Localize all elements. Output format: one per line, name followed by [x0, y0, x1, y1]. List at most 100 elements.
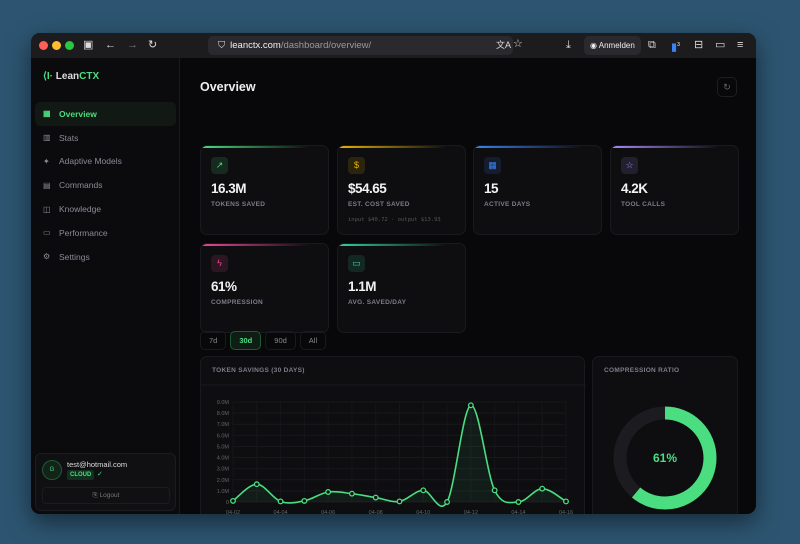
y-tick-label: 8.0M [217, 411, 230, 417]
range-30d[interactable]: 30d [230, 331, 262, 350]
card-accent-bar [201, 146, 309, 148]
sidebar-item-label: Adaptive Models [59, 156, 122, 167]
data-point[interactable] [230, 497, 236, 504]
logo[interactable]: ⟨I· LeanCTX [43, 71, 99, 82]
shield-icon: ⛉ [218, 40, 226, 51]
data-point[interactable] [420, 487, 427, 494]
maximize-window-button[interactable] [65, 41, 74, 50]
sidebar-item-label: Stats [59, 132, 79, 143]
avatar: G [42, 460, 62, 480]
star-icon: ☆ [621, 157, 638, 174]
sidebar-icon[interactable]: ▭ [715, 39, 726, 51]
sidebar: ⟨I· LeanCTX ▦ Overview ▥ Stats ✦ Adaptive M… [31, 58, 180, 514]
y-tick-label: 4.0M [217, 456, 230, 462]
panel-title: COMPRESSION RATIO [604, 367, 680, 374]
calendar-icon: ▦ [484, 157, 501, 174]
address-bar[interactable]: ⛉ leanctx.com/dashboard/overview/ [208, 36, 513, 55]
user-email: test@hotmail.com [67, 460, 128, 469]
sidebar-item-commands[interactable]: ▤ Commands [35, 173, 176, 197]
sparkle-icon: ✦ [43, 156, 50, 166]
data-point[interactable] [515, 499, 522, 505]
bookmark-star-icon[interactable]: ☆ [513, 38, 523, 50]
compression-ratio-panel: COMPRESSION RATIO 61% [592, 356, 738, 514]
stat-value: $54.65 [348, 181, 387, 196]
dollar-icon: $ [348, 157, 365, 174]
range-all[interactable]: All [299, 331, 327, 350]
token-savings-panel: TOKEN SAVINGS (30 DAYS) 0 1.0M 2.0M 3.0M 4.0… [200, 356, 586, 514]
card-accent-bar [201, 244, 309, 246]
menu-icon[interactable]: ≡ [737, 39, 744, 51]
sidebar-item-stats[interactable]: ▥ Stats [35, 126, 176, 150]
reload-icon[interactable]: ↻ [148, 39, 158, 51]
donut-label: 61% [653, 451, 677, 465]
stat-label: COMPRESSION [211, 299, 264, 306]
stat-label: TOKENS SAVED [211, 201, 266, 208]
sidebar-item-label: Performance [59, 227, 108, 238]
data-point[interactable] [444, 499, 451, 505]
data-point[interactable] [325, 489, 332, 495]
y-tick-label: 6.0M [217, 433, 230, 439]
stat-card-cost-saved: $ $54.65 EST. COST SAVED input $40.72 · … [337, 145, 466, 235]
stat-card-tool-calls: ☆ 4.2K TOOL CALLS [610, 145, 739, 235]
data-point[interactable] [277, 498, 284, 505]
stat-card-avg-saved-day: ▭ 1.1M AVG. SAVED/DAY [337, 243, 466, 333]
signin-button[interactable]: ◉ Anmelden [584, 36, 641, 55]
range-7d[interactable]: 7d [200, 331, 227, 350]
x-tick-label: 04-04 [274, 510, 288, 514]
y-tick-label: 5.0M [217, 444, 230, 450]
area-fill [233, 405, 566, 507]
data-point[interactable] [253, 481, 260, 488]
sidebar-toggle-icon[interactable]: ▣ [83, 39, 94, 51]
stat-label: TOOL CALLS [621, 201, 666, 208]
logo-text-accent: CTX [79, 71, 100, 82]
plan-badge: CLOUD [67, 470, 95, 480]
extension-badge: 3 [677, 42, 680, 48]
y-tick-label: 7.0M [217, 422, 230, 428]
data-point[interactable] [396, 498, 403, 505]
forward-icon[interactable]: → [127, 39, 138, 51]
y-tick-label: 2.0M [217, 478, 230, 484]
back-icon[interactable]: ← [105, 39, 116, 51]
data-point[interactable] [301, 497, 308, 504]
stat-label: EST. COST SAVED [348, 201, 410, 208]
minimize-window-button[interactable] [52, 41, 61, 50]
stat-value: 15 [484, 181, 499, 196]
data-point[interactable] [563, 498, 569, 505]
download-icon[interactable]: ⤓ [566, 39, 571, 51]
translate-icon[interactable]: 文A [496, 40, 512, 50]
stat-card-compression: ϟ 61% COMPRESSION [200, 243, 329, 333]
extension-icon[interactable]: ▮3 [671, 41, 680, 54]
close-window-button[interactable] [39, 41, 48, 50]
sidebar-item-label: Commands [59, 180, 103, 191]
sidebar-item-adaptive-models[interactable]: ✦ Adaptive Models [35, 150, 176, 174]
panel-title: TOKEN SAVINGS (30 DAYS) [212, 367, 305, 374]
url-path: /dashboard/overview/ [280, 40, 372, 51]
data-point[interactable] [348, 490, 355, 497]
refresh-button[interactable]: ↻ [717, 77, 737, 97]
check-icon: ✓ [97, 471, 103, 478]
data-point[interactable] [491, 487, 498, 494]
page-title: Overview [200, 80, 256, 94]
stat-label: ACTIVE DAYS [484, 201, 531, 208]
logout-button[interactable]: ⎘ Logout [42, 487, 170, 504]
container-icon[interactable]: ⊟ [694, 39, 704, 51]
stat-card-active-days: ▦ 15 ACTIVE DAYS [473, 145, 602, 235]
sidebar-item-label: Knowledge [59, 204, 102, 215]
savings-line [232, 404, 567, 507]
data-point[interactable] [539, 485, 546, 492]
range-90d[interactable]: 90d [265, 331, 296, 350]
main-content: Overview ↻ ↗ 16.3M TOKENS SAVED $ $54.65… [181, 58, 756, 514]
x-tick-label: 04-16 [559, 510, 573, 514]
url-host: leanctx.com [230, 40, 281, 51]
sidebar-item-overview[interactable]: ▦ Overview [35, 102, 176, 126]
stat-value: 61% [211, 279, 237, 294]
y-tick-label: 0 [226, 500, 229, 506]
stat-label: AVG. SAVED/DAY [348, 299, 407, 306]
sidebar-item-settings[interactable]: ⚙ Settings [35, 245, 176, 269]
data-point[interactable] [467, 402, 474, 409]
sidebar-item-knowledge[interactable]: ◫ Knowledge [35, 197, 176, 221]
sidebar-item-performance[interactable]: ▭ Performance [35, 221, 176, 245]
extensions-icon[interactable]: ⧉ [648, 39, 656, 51]
logo-text: Lean [55, 71, 80, 82]
data-point[interactable] [372, 494, 379, 501]
